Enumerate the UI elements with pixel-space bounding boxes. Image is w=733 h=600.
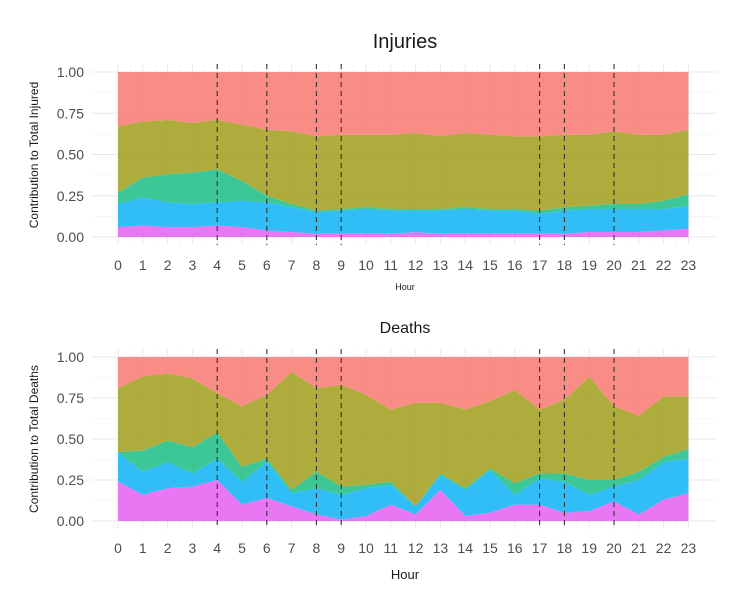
deaths-x-tick-label: 11	[384, 540, 399, 556]
injuries-panel: Injuries Hour Contribution to Total Inju…	[27, 31, 717, 292]
deaths-area-blue	[118, 452, 689, 520]
injuries-x-axis-title: Hour	[395, 282, 415, 292]
deaths-area-red	[118, 357, 689, 417]
injuries-x-tick-label: 9	[337, 257, 345, 273]
injuries-y-tick-label: 0.50	[57, 147, 84, 163]
deaths-x-tick-label: 20	[606, 540, 622, 556]
deaths-x-tick-label: 8	[313, 540, 321, 556]
deaths-x-tick-label: 13	[433, 540, 449, 556]
deaths-x-tick-label: 15	[482, 540, 498, 556]
deaths-x-tick-label: 19	[581, 540, 597, 556]
deaths-y-tick-label: 0.00	[57, 513, 84, 529]
deaths-area-pink	[118, 480, 689, 521]
deaths-y-axis-title: Contribution to Total Deaths	[27, 365, 41, 513]
deaths-x-tick-label: 3	[189, 540, 197, 556]
injuries-x-tick-label: 22	[656, 257, 672, 273]
injuries-x-tick-label: 16	[507, 257, 523, 273]
deaths-x-tick-label: 17	[532, 540, 548, 556]
deaths-y-tick-label: 0.75	[57, 390, 84, 406]
deaths-areas	[118, 357, 689, 521]
deaths-x-tick-label: 16	[507, 540, 523, 556]
injuries-area-red	[118, 72, 689, 137]
deaths-title: Deaths	[380, 320, 431, 337]
deaths-y-tick-label: 1.00	[57, 349, 84, 365]
injuries-x-tick-label: 6	[263, 257, 271, 273]
deaths-x-tick-label: 6	[263, 540, 271, 556]
deaths-area-green	[118, 432, 689, 507]
injuries-y-tick-label: 0.75	[57, 105, 84, 121]
injuries-x-tick-label: 4	[213, 257, 221, 273]
deaths-x-tick-label: 22	[656, 540, 672, 556]
injuries-x-tick-label: 8	[313, 257, 321, 273]
injuries-x-tick-label: 12	[408, 257, 424, 273]
injuries-x-tick-label: 17	[532, 257, 548, 273]
injuries-x-tick-label: 2	[164, 257, 172, 273]
deaths-y-tick-label: 0.25	[57, 472, 84, 488]
injuries-area-olive	[118, 119, 689, 211]
deaths-x-tick-label: 14	[457, 540, 473, 556]
injuries-x-tick-label: 14	[457, 257, 473, 273]
deaths-x-tick-label: 21	[631, 540, 647, 556]
injuries-x-tick-label: 1	[139, 257, 147, 273]
deaths-x-tick-label: 4	[213, 540, 221, 556]
injuries-y-axis-title: Contribution to Total Injured	[27, 82, 41, 229]
injuries-x-tick-label: 18	[557, 257, 573, 273]
injuries-x-tick-label: 0	[114, 257, 122, 273]
deaths-x-tick-label: 23	[681, 540, 697, 556]
injuries-y-tick-label: 0.00	[57, 229, 84, 245]
injuries-areas	[118, 72, 689, 237]
injuries-area-green	[118, 169, 689, 214]
injuries-x-tick-label: 10	[358, 257, 374, 273]
deaths-panel: Deaths Hour Contribution to Total Deaths…	[27, 320, 717, 582]
deaths-x-tick-label: 7	[288, 540, 296, 556]
deaths-x-tick-label: 1	[139, 540, 147, 556]
injuries-x-tick-label: 23	[681, 257, 697, 273]
injuries-x-tick-label: 15	[482, 257, 498, 273]
deaths-x-tick-label: 12	[408, 540, 424, 556]
injuries-x-tick-label: 5	[238, 257, 246, 273]
deaths-x-tick-label: 18	[557, 540, 573, 556]
deaths-y-tick-label: 0.50	[57, 431, 84, 447]
deaths-x-tick-label: 9	[337, 540, 345, 556]
deaths-area-olive	[118, 371, 689, 507]
injuries-y-tick-label: 1.00	[57, 64, 84, 80]
injuries-area-blue	[118, 197, 689, 234]
injuries-x-tick-label: 20	[606, 257, 622, 273]
injuries-title: Injuries	[373, 31, 437, 53]
injuries-y-tick-label: 0.25	[57, 188, 84, 204]
deaths-x-tick-label: 2	[164, 540, 172, 556]
injuries-x-tick-label: 7	[288, 257, 296, 273]
deaths-x-tick-label: 0	[114, 540, 122, 556]
injuries-x-tick-label: 11	[384, 257, 399, 273]
injuries-x-tick-label: 19	[581, 257, 597, 273]
injuries-x-tick-label: 3	[189, 257, 197, 273]
deaths-x-tick-label: 5	[238, 540, 246, 556]
deaths-x-axis-title: Hour	[391, 567, 420, 582]
injuries-x-tick-label: 21	[631, 257, 647, 273]
injuries-area-pink	[118, 225, 689, 237]
deaths-x-tick-label: 10	[358, 540, 374, 556]
injuries-x-tick-label: 13	[433, 257, 449, 273]
